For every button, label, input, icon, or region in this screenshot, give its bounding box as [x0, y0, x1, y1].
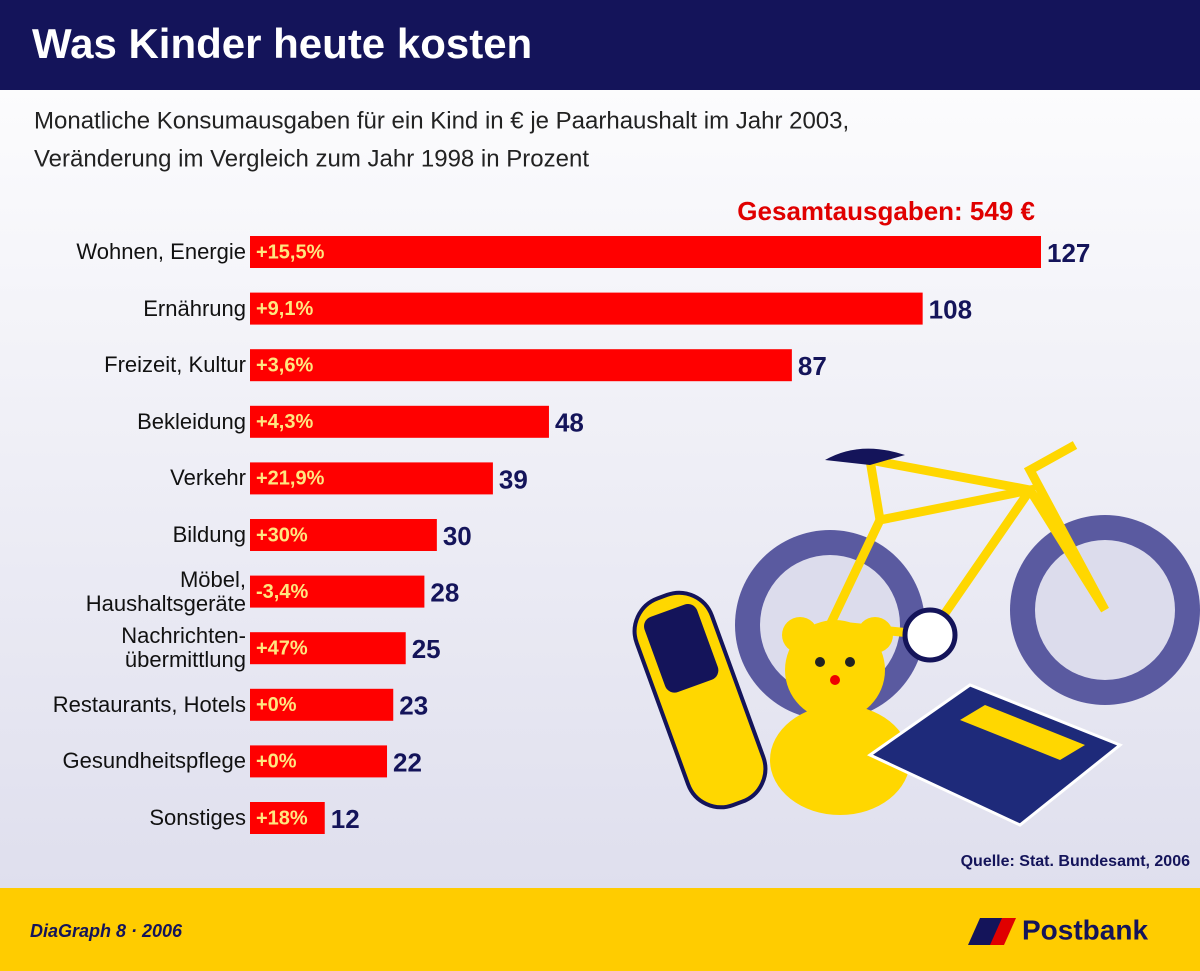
bar: [250, 632, 406, 665]
bar: [250, 292, 923, 325]
total-label: Gesamtausgaben: 549 €: [737, 196, 1035, 226]
footer: DiaGraph 8 · 2006: [30, 921, 183, 941]
teddy-eye: [815, 657, 825, 667]
subtitle: Veränderung im Vergleich zum Jahr 1998 i…: [34, 145, 589, 172]
value-label: 39: [499, 464, 528, 494]
change-label: +9,1%: [256, 298, 313, 320]
value-label: 108: [929, 294, 972, 324]
value-label: 22: [393, 747, 422, 777]
header-band: [0, 0, 1200, 90]
bar: [250, 519, 437, 551]
bike-frame: [864, 441, 1109, 613]
change-label: +0%: [256, 694, 297, 716]
value-label: 48: [555, 408, 584, 438]
teddy-nose: [830, 675, 840, 685]
change-label: +21,9%: [256, 468, 325, 490]
bike-gear: [902, 607, 958, 663]
source: Quelle: Stat. Bundesamt, 2006: [961, 853, 1191, 870]
category-label: Wohnen, Energie: [76, 239, 246, 264]
value-label: 25: [412, 634, 441, 664]
logo-shape: [990, 918, 1016, 945]
change-label: +18%: [256, 807, 308, 829]
category-label: Verkehr: [170, 465, 246, 491]
bar: [250, 349, 792, 382]
change-label: +47%: [256, 637, 308, 659]
bike-saddle: [825, 448, 905, 465]
bar: [250, 745, 388, 778]
value-label: 87: [798, 351, 827, 381]
brand: Postbank: [1022, 914, 1148, 945]
category-label: Freizeit, Kultur: [104, 352, 246, 378]
chart-title: Was Kinder heute kosten: [32, 20, 532, 67]
category-label: Ernährung: [143, 295, 246, 321]
bar: [250, 405, 549, 438]
bar: [250, 688, 394, 721]
value-label: 30: [443, 521, 472, 551]
category-label: Gesundheitspflege: [62, 748, 246, 774]
change-label: +0%: [256, 751, 297, 773]
value-label: 28: [430, 577, 459, 607]
bar: [250, 575, 425, 608]
value-label: 23: [399, 691, 428, 721]
subtitle: Monatliche Konsumausgaben für ein Kind i…: [34, 107, 849, 134]
phone-screen: [644, 603, 719, 693]
change-label: +30%: [256, 524, 308, 546]
book: [867, 683, 1123, 827]
change-label: -3,4%: [256, 581, 308, 603]
value-label: 127: [1047, 238, 1090, 268]
illustration: [632, 441, 1200, 827]
category-label: Restaurants, Hotels: [52, 691, 246, 717]
value-label: 12: [331, 804, 360, 834]
bar: [250, 802, 325, 834]
teddy-body: [770, 705, 910, 815]
category-label: Nachrichten- übermittlung: [121, 623, 246, 673]
brand-logo: [968, 918, 1016, 945]
change-label: +15,5%: [256, 241, 325, 263]
change-label: +3,6%: [256, 354, 313, 376]
category-label: Sonstiges: [149, 805, 246, 830]
teddy-ear: [782, 617, 818, 653]
teddy-ear: [857, 617, 893, 653]
category-label: Bekleidung: [137, 408, 246, 434]
change-label: +4,3%: [256, 411, 313, 433]
bar: [250, 236, 1041, 268]
bar: [250, 462, 493, 495]
book-stripe: [960, 705, 1085, 760]
category-label: Bildung: [172, 522, 246, 547]
category-label: Möbel, Haushaltsgeräte: [85, 566, 246, 616]
teddy-eye: [845, 657, 855, 667]
